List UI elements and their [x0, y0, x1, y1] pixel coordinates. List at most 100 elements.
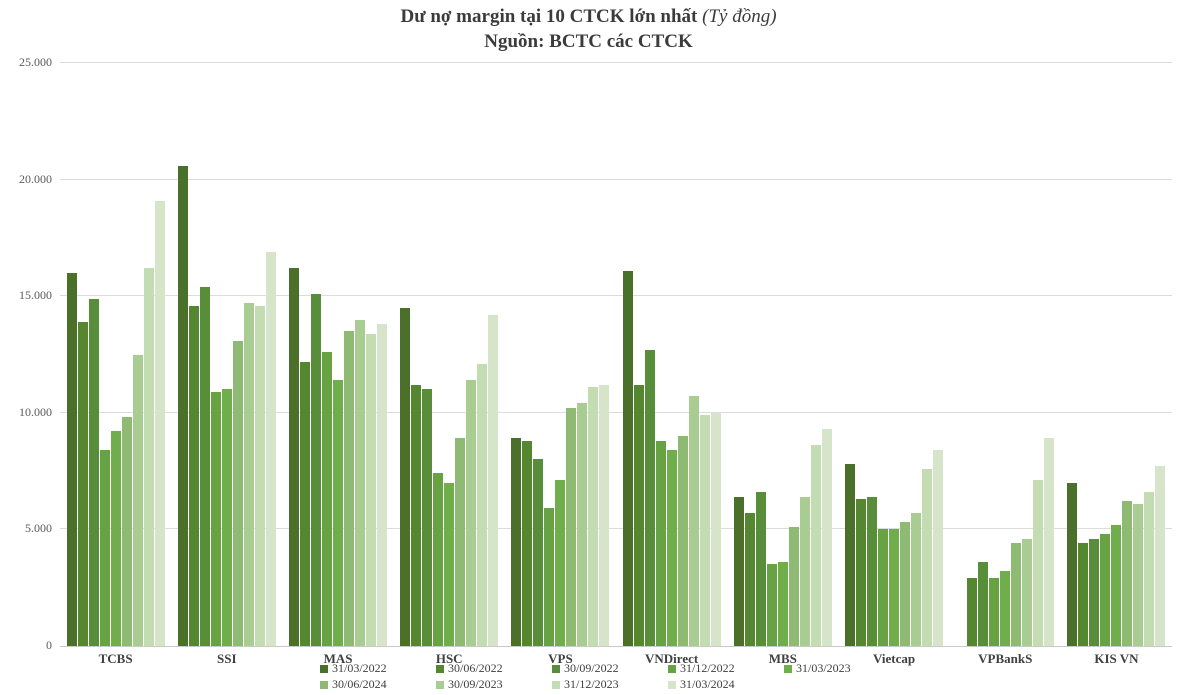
bar-group-mbs: [727, 63, 838, 646]
bar: [1155, 466, 1166, 646]
bar: [677, 436, 688, 646]
bar-group-vietcap: [838, 63, 949, 646]
bar: [922, 468, 933, 646]
legend-marker-icon: [552, 664, 560, 673]
bar-group-tcbs: [60, 63, 171, 646]
bar: [466, 380, 477, 646]
bar: [588, 387, 599, 646]
bar: [422, 389, 433, 646]
bar: [143, 268, 154, 646]
bar-group-hsc: [394, 63, 505, 646]
bar: [199, 286, 210, 646]
category-label-vndirect: VNDirect: [645, 651, 699, 666]
legend-marker-icon: [436, 664, 444, 673]
bar: [699, 415, 710, 646]
gridline: [60, 295, 1172, 297]
legend-marker-icon: [668, 664, 676, 673]
bar: [300, 361, 310, 646]
bar: [688, 396, 699, 646]
gridline: [60, 178, 1172, 180]
bar: [188, 305, 199, 646]
bar: [544, 508, 555, 646]
bar: [110, 431, 121, 646]
bar: [810, 445, 821, 646]
bar: [433, 473, 444, 646]
bar: [644, 349, 655, 646]
bar: [243, 303, 254, 646]
bar: [666, 450, 677, 646]
legend-item: 30/06/2024: [320, 677, 436, 692]
chart-title-main: Dư nợ margin tại 10 CTCK lớn nhất: [400, 6, 698, 27]
category-label-mbs: MBS: [768, 651, 797, 666]
bar: [210, 391, 221, 646]
gridline: [60, 62, 1172, 63]
bar: [477, 363, 488, 646]
legend-item: 31/03/2024: [668, 677, 784, 692]
bar: [856, 499, 867, 646]
bar: [1000, 571, 1011, 646]
legend-label: 30/09/2023: [448, 677, 503, 691]
x-axis-labels: TCBS SSI MAS HSC VPS VNDirect MBS Vietcap VPBank…: [60, 651, 1172, 667]
legend-item: 31/12/2022: [668, 661, 784, 676]
bar-group-vpbanks: [950, 63, 1061, 646]
legend-item: 31/12/2023: [552, 677, 668, 692]
category-label-mas: MAS: [323, 651, 353, 666]
category-label-vps: VPS: [548, 651, 573, 666]
category-label-vpbanks: VPBankS: [978, 651, 1033, 666]
bar: [799, 496, 810, 646]
bar: [733, 496, 744, 646]
bar: [710, 412, 721, 646]
bar: [555, 480, 566, 646]
chart-header: Dư nợ margin tại 10 CTCK lớn nhất (Tỷ đồ…: [0, 4, 1177, 54]
bar: [566, 408, 577, 646]
y-axis-tick-label: 0: [46, 638, 52, 652]
bar: [1144, 492, 1155, 646]
legend-label: 30/06/2024: [332, 677, 387, 691]
bar: [788, 527, 799, 646]
bar: [577, 403, 588, 646]
legend-marker-icon: [552, 680, 560, 689]
bar: [744, 513, 755, 646]
bar-groups: [60, 63, 1172, 646]
bar: [1044, 438, 1055, 646]
y-axis-tick-label: 20.000: [19, 171, 52, 186]
y-axis-tick-label: 15.000: [19, 288, 52, 303]
bar: [821, 429, 832, 646]
y-axis-tick-label: 10.000: [19, 404, 52, 419]
y-axis-tick-label: 5.000: [25, 521, 52, 536]
legend-label: 30/09/2022: [564, 661, 619, 675]
bar: [455, 438, 466, 646]
bar: [400, 307, 411, 646]
category-label-vietcap: Vietcap: [872, 651, 916, 666]
bar: [622, 270, 633, 646]
bar-group-kis-vn: [1061, 63, 1172, 646]
bar: [366, 333, 376, 646]
legend-label: 31/03/2024: [680, 677, 735, 691]
bar: [1111, 524, 1122, 646]
legend-label: 31/12/2022: [680, 661, 735, 675]
bar: [1033, 480, 1044, 646]
bar: [511, 438, 522, 646]
bar: [333, 380, 343, 646]
bar: [978, 562, 989, 646]
legend-marker-icon: [668, 680, 676, 689]
bar: [911, 513, 922, 646]
bar: [633, 384, 644, 646]
bar: [967, 578, 978, 646]
bar-group-mas: [282, 63, 393, 646]
bar-group-vps: [505, 63, 616, 646]
bar: [1089, 538, 1100, 646]
bar: [867, 496, 878, 646]
legend-label: 31/12/2023: [564, 677, 619, 691]
bar: [845, 464, 856, 646]
bar: [88, 298, 99, 646]
bar: [755, 492, 766, 646]
legend-marker-icon: [784, 664, 792, 673]
bar: [254, 305, 265, 646]
category-label-ssi: SSI: [217, 651, 237, 666]
bar: [1100, 534, 1111, 646]
bar: [232, 340, 243, 646]
bar: [132, 354, 143, 646]
legend-label: 30/06/2022: [448, 661, 503, 675]
